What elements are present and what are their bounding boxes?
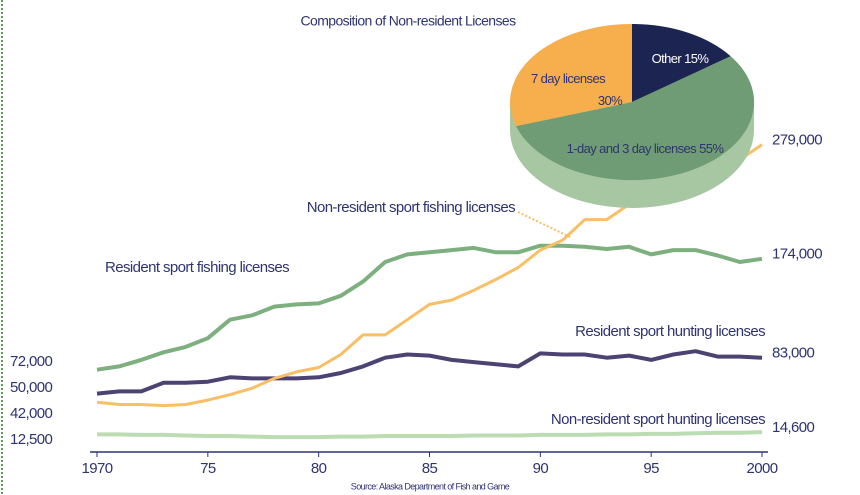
series-name: Non-resident sport fishing licenses <box>307 199 515 216</box>
x-tick-label: 90 <box>533 460 549 477</box>
pie-slice <box>510 24 632 127</box>
series-name: Non-resident sport hunting licenses <box>551 411 765 428</box>
pie-label-name: Other <box>652 51 683 66</box>
line-series <box>97 430 763 440</box>
leader-line <box>517 211 573 239</box>
pie-label: 1-day and 3 day licenses 55% <box>567 141 725 156</box>
series-start-label: 72,000 <box>10 353 53 370</box>
series-end-label: 279,000 <box>772 132 822 149</box>
series-name: Resident sport fishing licenses <box>105 259 289 276</box>
x-tick-label: 75 <box>200 460 216 477</box>
pie: Other 15% 1-day and 3 day licenses 55% 7 d… <box>510 24 755 208</box>
pie-slice <box>632 24 731 102</box>
series-start-label: 50,000 <box>10 379 53 396</box>
x-tick-label: 1970 <box>82 460 113 477</box>
x-tick-label: 80 <box>311 460 327 477</box>
pie-label: 30% <box>598 93 623 108</box>
series-name: Resident sport hunting licenses <box>575 323 765 340</box>
x-tick-label: 95 <box>643 460 659 477</box>
series-start-label: 12,500 <box>10 431 53 448</box>
line-series <box>96 349 763 396</box>
pie-title: Composition of Non-resident Licenses <box>301 13 517 29</box>
line-series <box>96 243 763 372</box>
pie-label: 7 day licenses <box>531 71 606 86</box>
pie-label: Other 15% <box>652 51 710 66</box>
pie-label-name: 1-day and 3 day licenses <box>567 141 698 156</box>
pie-label-value: 30% <box>598 93 623 108</box>
x-tick-label: 85 <box>422 460 438 477</box>
pie-label-value: 55% <box>699 141 724 156</box>
series-end-label: 83,000 <box>772 345 815 362</box>
series-end-label: 174,000 <box>772 246 822 263</box>
x-tick-label: 2000 <box>747 460 778 477</box>
pie-label-value: 15% <box>684 51 709 66</box>
pie-label-name: 7 day licenses <box>531 71 606 86</box>
series-end-label: 14,600 <box>772 419 815 436</box>
source: Source: Alaska Department of Fish and Ga… <box>351 481 510 491</box>
series-start-label: 42,000 <box>10 405 53 422</box>
pie-slice <box>516 56 755 181</box>
